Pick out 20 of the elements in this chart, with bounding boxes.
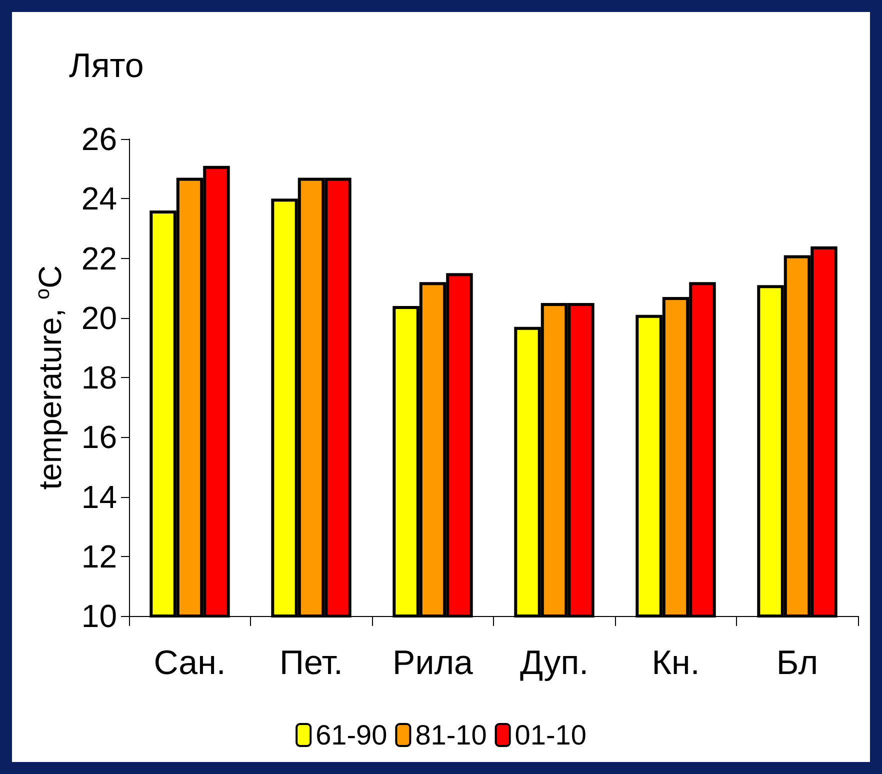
y-tick-label: 10	[81, 598, 117, 634]
y-tick-label: 14	[81, 478, 117, 515]
y-axis-title: temperature, oC	[32, 265, 68, 490]
y-tick-label: 26	[81, 121, 117, 157]
x-tick-label: Кн.	[652, 644, 700, 682]
x-tick-label: Пет.	[280, 644, 343, 682]
legend-label: 61-90	[316, 720, 388, 750]
legend-label: 01-10	[514, 720, 586, 750]
legend-label: 81-10	[415, 720, 487, 750]
y-tick-label: 12	[81, 538, 117, 574]
y-tick-label: 22	[81, 240, 117, 276]
x-tick-label: Бл	[776, 644, 818, 682]
y-tick-label: 18	[81, 360, 117, 396]
y-tick-label: 20	[81, 300, 117, 336]
x-tick-label: Сан.	[154, 644, 226, 682]
y-tick-label: 16	[81, 419, 117, 456]
y-tick-label: 24	[81, 180, 117, 217]
x-tick-label: Дуп.	[520, 644, 589, 682]
x-tick-label: Рила	[392, 644, 474, 682]
chart-title: Лято	[69, 47, 144, 85]
